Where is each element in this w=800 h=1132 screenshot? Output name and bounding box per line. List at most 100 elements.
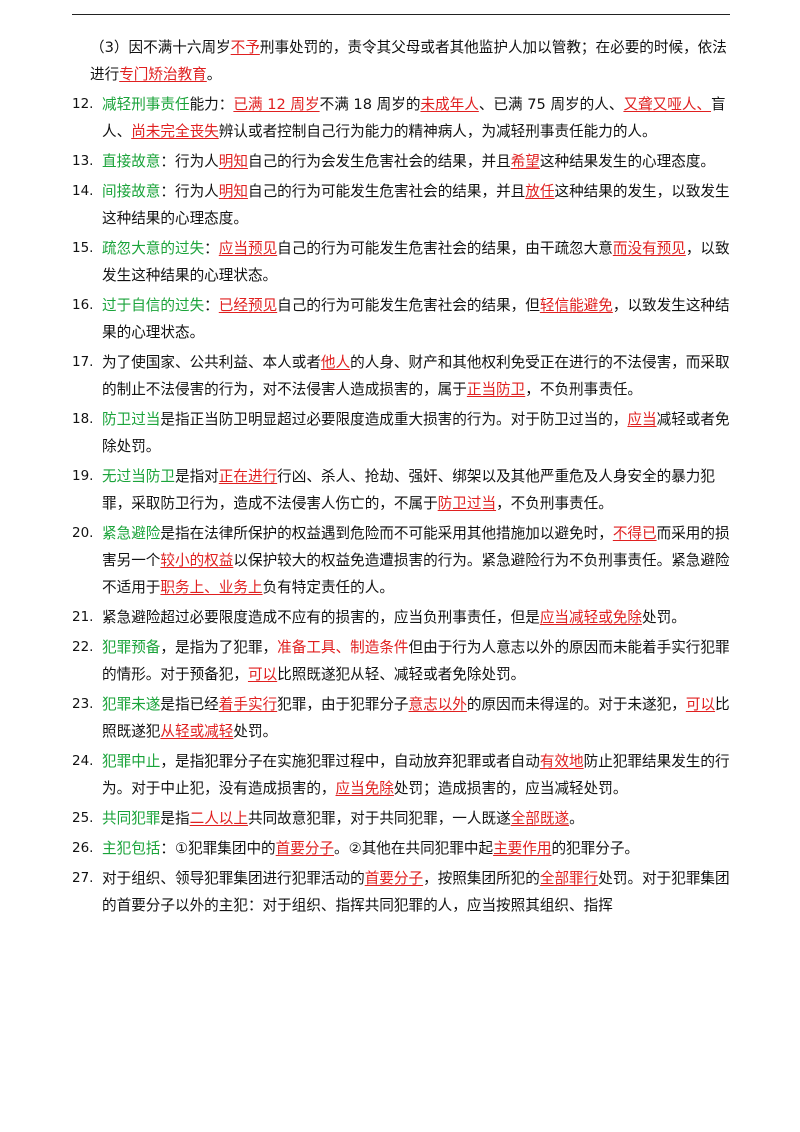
- list-item: 26. 主犯包括：①犯罪集团中的首要分子。②其他在共同犯罪中起主要作用的犯罪分子。: [72, 835, 732, 862]
- body-text: 但由于行为人意志以外的原因而未能着手实行犯罪的情形。对于预备犯，: [102, 639, 730, 683]
- keyword-underlined: 着手实行: [218, 696, 278, 713]
- body-text: ，以致发生这种结果的心理状态。: [102, 297, 730, 341]
- body-text: ，不负刑事责任。: [525, 381, 643, 398]
- body-text: 的原因而未得逞的。对于未遂犯，: [466, 696, 686, 713]
- item-text: 犯罪预备，是指为了犯罪，准备工具、制造条件但由于行为人意志以外的原因而未能着手实…: [102, 634, 732, 688]
- body-text: 自己的行为会发生危害社会的结果，并且: [247, 153, 511, 170]
- item-text: 对于组织、领导犯罪集团进行犯罪活动的首要分子，按照集团所犯的全部罪行处罚。对于犯…: [102, 865, 732, 919]
- item-text: 主犯包括：①犯罪集团中的首要分子。②其他在共同犯罪中起主要作用的犯罪分子。: [102, 835, 732, 862]
- keyword-underlined: 而没有预见: [612, 240, 686, 257]
- item-number: 25.: [72, 810, 94, 826]
- keyword-underlined: 主要作用: [493, 840, 552, 857]
- keyword-underlined: 二人以上: [189, 810, 248, 827]
- body-text: 自己的行为可能发生危害社会的结果，并且: [247, 183, 526, 200]
- body-text: ，是指为了犯罪，: [160, 639, 278, 656]
- item-text: 为了使国家、公共利益、本人或者他人的人身、财产和其他权利免受正在进行的不法侵害，…: [102, 349, 732, 403]
- body-text: 共同故意犯罪，对于共同犯罪，一人既遂: [247, 810, 511, 827]
- body-text: 行凶、杀人、抢劫、强奸、绑架以及其他严重危及人身安全的暴力犯罪，采取防卫行为，造…: [102, 468, 715, 512]
- term-highlight: 过于自信的过失: [102, 297, 205, 314]
- item-number: 16.: [72, 297, 94, 313]
- keyword-underlined: 应当免除: [335, 780, 394, 797]
- term-highlight: 间接故意: [102, 183, 161, 200]
- body-text: 辨认或者控制自己行为能力的精神病人，为减轻刑事责任能力的人。: [218, 123, 657, 140]
- list-item: 20. 紧急避险是指在法律所保护的权益遇到危险而不可能采用其他措施加以避免时，不得…: [72, 520, 732, 601]
- keyword-underlined: 全部罪行: [539, 870, 599, 887]
- body-text: 负有特定责任的人。: [262, 579, 394, 596]
- keyword-underlined: 已满 12 周岁: [233, 96, 320, 113]
- list-item: 18. 防卫过当是指正当防卫明显超过必要限度造成重大损害的行为。对于防卫过当的，应…: [72, 406, 732, 460]
- item-number: 22.: [72, 639, 94, 655]
- list-item: 22. 犯罪预备，是指为了犯罪，准备工具、制造条件但由于行为人意志以外的原因而未能…: [72, 634, 732, 688]
- item-text: 减轻刑事责任能力：已满 12 周岁不满 18 周岁的未成年人、已满 75 周岁的…: [102, 91, 732, 145]
- item-text: 共同犯罪是指二人以上共同故意犯罪，对于共同犯罪，一人既遂全部既遂。: [102, 805, 732, 832]
- body-text: 刑事处罚的，责令其父母或者其他监护人加以管教；在必要的时候，依法进行: [90, 39, 727, 83]
- keyword-underlined: 有效地: [539, 753, 584, 770]
- item-number: 15.: [72, 240, 94, 256]
- keyword-underlined: 应当减轻或免除: [539, 609, 642, 626]
- body-text: 处罚。: [642, 609, 686, 626]
- body-text: ：: [204, 297, 219, 314]
- term-highlight: 共同犯罪: [102, 810, 161, 827]
- body-text: ：①犯罪集团中的: [160, 840, 276, 857]
- body-text: 是指正当防卫明显超过必要限度造成重大损害的行为。对于防卫过当的，: [160, 411, 628, 428]
- body-text: ：行为人: [160, 183, 219, 200]
- keyword-underlined: 职务上、业务上: [160, 579, 263, 596]
- item-number: 14.: [72, 183, 94, 199]
- list-item: 13. 直接故意：行为人明知自己的行为会发生危害社会的结果，并且希望这种结果发生的…: [72, 148, 732, 175]
- body-text: 比照既遂犯: [102, 696, 730, 740]
- body-text: 减轻或者免除处罚。: [102, 411, 730, 455]
- item-text: 直接故意：行为人明知自己的行为会发生危害社会的结果，并且希望这种结果发生的心理态…: [102, 148, 732, 175]
- item-number: 26.: [72, 840, 94, 856]
- list-item: 27. 对于组织、领导犯罪集团进行犯罪活动的首要分子，按照集团所犯的全部罪行处罚。…: [72, 865, 732, 919]
- keyword-underlined: 明知: [218, 153, 248, 170]
- body-text: ：行为人: [160, 153, 219, 170]
- body-text: 自己的行为可能发生危害社会的结果，但: [277, 297, 540, 314]
- body-text: 紧急避险超过必要限度造成不应有的损害的，应当负刑事责任，但是: [102, 609, 540, 626]
- term-highlight: 防卫过当: [102, 411, 161, 428]
- keyword-underlined: 轻信能避免: [539, 297, 613, 314]
- term-highlight: 疏忽大意的过失: [102, 240, 205, 257]
- item-text: 犯罪中止，是指犯罪分子在实施犯罪过程中，自动放弃犯罪或者自动有效地防止犯罪结果发…: [102, 748, 732, 802]
- keyword-underlined: 应当预见: [218, 240, 278, 257]
- term-highlight: 主犯包括: [102, 840, 161, 857]
- body-text: 处罚。: [233, 723, 278, 740]
- list-item: 17. 为了使国家、公共利益、本人或者他人的人身、财产和其他权利免受正在进行的不法…: [72, 349, 732, 403]
- item-text: 间接故意：行为人明知自己的行为可能发生危害社会的结果，并且放任这种结果的发生，以…: [102, 178, 732, 232]
- list-item: 23. 犯罪未遂是指已经着手实行犯罪，由于犯罪分子意志以外的原因而未得逞的。对于未…: [72, 691, 732, 745]
- keyword-underlined: 意志以外: [408, 696, 467, 713]
- keyword-underlined: 全部既遂: [510, 810, 570, 827]
- body-text: 能力：: [189, 96, 234, 113]
- body-text: 是指在法律所保护的权益遇到危险而不可能采用其他措施加以避免时，: [160, 525, 613, 542]
- list-item: 15. 疏忽大意的过失：应当预见自己的行为可能发生危害社会的结果，由干疏忽大意而没…: [72, 235, 732, 289]
- keyword-underlined: 应当: [627, 411, 657, 428]
- document-body: （3）因不满十六周岁不予刑事处罚的，责令其父母或者其他监护人加以管教；在必要的时…: [72, 34, 732, 922]
- body-text: 对于组织、领导犯罪集团进行犯罪活动的: [102, 870, 365, 887]
- header-rule: [72, 14, 730, 15]
- item-number: 24.: [72, 753, 94, 769]
- body-text: 。: [569, 810, 584, 827]
- keyword-underlined: 从轻或减轻: [160, 723, 234, 740]
- body-text: 。②其他在共同犯罪中起: [334, 840, 494, 857]
- term-highlight: 紧急避险: [102, 525, 161, 542]
- body-text: ，是指犯罪分子在实施犯罪过程中，自动放弃犯罪或者自动: [160, 753, 540, 770]
- list-item: 12. 减轻刑事责任能力：已满 12 周岁不满 18 周岁的未成年人、已满 75 …: [72, 91, 732, 145]
- list-item: 16. 过于自信的过失：已经预见自己的行为可能发生危害社会的结果，但轻信能避免，以…: [72, 292, 732, 346]
- item-number: 12.: [72, 96, 94, 112]
- item-number: 19.: [72, 468, 94, 484]
- item-number: 27.: [72, 870, 94, 886]
- body-text: 。: [206, 66, 222, 83]
- term-highlight: 无过当防卫: [102, 468, 175, 485]
- keyword-underlined: 尚未完全丧失: [131, 123, 219, 140]
- keyword-highlight: 准备工具、制造条件: [277, 639, 409, 656]
- item-text: 无过当防卫是指对正在进行行凶、杀人、抢劫、强奸、绑架以及其他严重危及人身安全的暴…: [102, 463, 732, 517]
- keyword-underlined: 首要分子: [275, 840, 335, 857]
- item-number: 23.: [72, 696, 94, 712]
- body-text: 、已满 75 周岁的人、: [478, 96, 624, 113]
- list-item: 14. 间接故意：行为人明知自己的行为可能发生危害社会的结果，并且放任这种结果的发…: [72, 178, 732, 232]
- keyword-underlined: 希望: [510, 153, 540, 170]
- keyword-underlined: 专门矫治教育: [119, 66, 207, 83]
- term-highlight: 减轻刑事责任: [102, 96, 190, 113]
- keyword-underlined: 不得已: [612, 525, 657, 542]
- body-text: 是指: [160, 810, 190, 827]
- numbered-list: 12. 减轻刑事责任能力：已满 12 周岁不满 18 周岁的未成年人、已满 75 …: [72, 91, 732, 919]
